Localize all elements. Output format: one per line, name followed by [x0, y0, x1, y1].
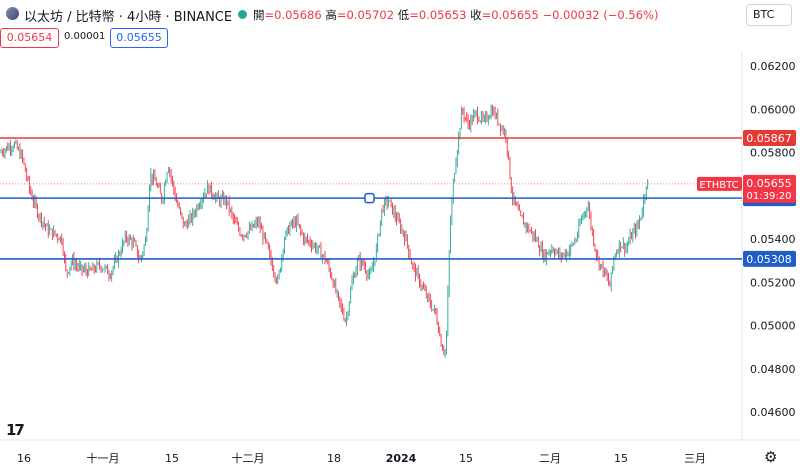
buy-button[interactable]: 0.05655	[110, 28, 168, 48]
candles-group	[0, 104, 649, 358]
open-label: 開	[253, 8, 265, 22]
y-tick-label: 0.05800	[750, 147, 796, 160]
horizontal-line-label: 0.05308	[746, 253, 792, 266]
y-tick-label: 0.04800	[750, 363, 796, 376]
horizontal-line-label-bg	[743, 250, 796, 267]
close-value: =0.05655	[481, 8, 539, 22]
countdown-label: 01:39:20	[747, 191, 792, 202]
chart-header: 以太坊 / 比特幣 · 4小時 · BINANCE 開=0.05686 高=0.…	[0, 0, 800, 28]
x-tick-label: 15	[165, 452, 179, 465]
currency-select[interactable]: BTC	[746, 4, 792, 26]
x-tick-label: 十二月	[232, 451, 265, 465]
symbol-tag-bg	[697, 176, 742, 191]
y-tick-label: 0.04600	[750, 406, 796, 419]
market-status-icon[interactable]	[238, 10, 247, 19]
x-tick-label: 2024	[386, 452, 417, 465]
high-label: 高	[325, 8, 337, 22]
low-label: 低	[397, 8, 410, 22]
y-tick-label: 0.06200	[750, 60, 796, 73]
change-value: −0.00032 (−0.56%)	[542, 8, 659, 22]
tradingview-logo-icon[interactable]: 17	[6, 421, 25, 439]
x-tick-label: 三月	[684, 452, 706, 465]
spread-value: 0.00001	[64, 31, 106, 42]
horizontal-line-label-bg	[743, 130, 796, 147]
x-tick-label: 十一月	[87, 451, 120, 465]
x-tick-label: 15	[614, 452, 628, 465]
horizontal-line-label: 0.05867	[746, 132, 792, 145]
symbol-title[interactable]: 以太坊 / 比特幣 · 4小時 · BINANCE	[24, 10, 233, 25]
y-tick-label: 0.05400	[750, 233, 796, 246]
sell-button[interactable]: 0.05654	[0, 28, 59, 48]
gear-icon[interactable]: ⚙	[764, 448, 778, 466]
x-tick-label: 二月	[539, 452, 561, 465]
open-value: =0.05686	[264, 8, 322, 22]
x-tick-label: 18	[327, 452, 341, 465]
ohlc-legend: 開=0.05686 高=0.05702 低=0.05653 收=0.05655 …	[253, 7, 658, 23]
currency-label: BTC	[753, 8, 775, 21]
ethereum-logo-icon	[6, 7, 19, 20]
high-value: =0.05702	[336, 8, 395, 22]
y-tick-label: 0.06000	[750, 103, 796, 116]
line-handle[interactable]	[364, 192, 375, 204]
low-value: =0.05653	[409, 8, 467, 22]
close-label: 收	[470, 8, 482, 22]
x-tick-label: 16	[17, 452, 31, 465]
last-price-label: 0.05655	[746, 177, 792, 190]
last-price-label-bg	[743, 174, 796, 203]
y-tick-label: 0.05200	[750, 276, 796, 289]
symbol-tag: ETHBTC	[699, 180, 738, 191]
y-tick-label: 0.05000	[750, 320, 796, 333]
x-tick-label: 15	[459, 452, 473, 465]
